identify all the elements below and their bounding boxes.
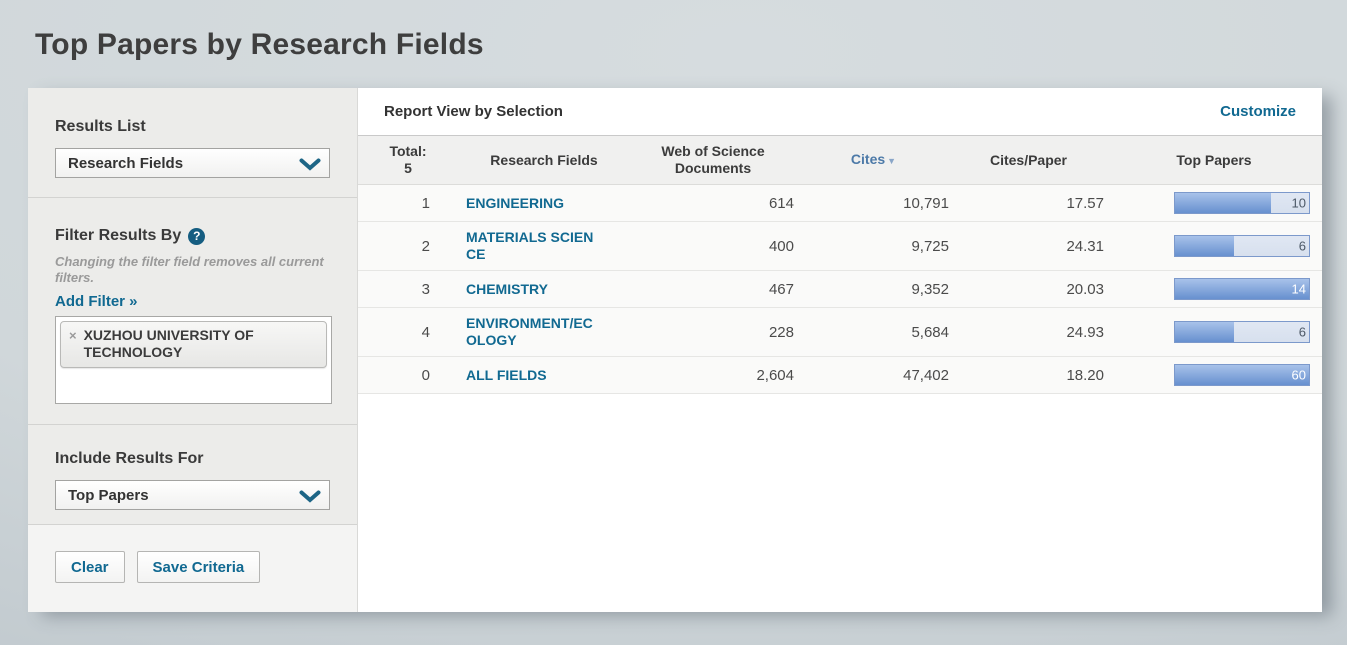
table-row: 3 CHEMISTRY 467 9,352 20.03 14: [358, 270, 1322, 308]
row-cites: 5,684: [796, 307, 951, 357]
research-field-link[interactable]: CHEMISTRY: [466, 280, 548, 297]
filter-section: Filter Results By ? Changing the filter …: [28, 197, 357, 424]
page-title: Top Papers by Research Fields: [35, 28, 484, 61]
research-field-link[interactable]: ENGINEERING: [466, 194, 565, 211]
sidebar-actions-section: Clear Save Criteria: [28, 524, 357, 612]
row-cites-per-paper: 24.93: [951, 307, 1106, 357]
filter-chip-label: XUZHOU UNIVERSITY OF TECHNOLOGY: [83, 327, 254, 360]
help-icon[interactable]: ?: [188, 227, 206, 245]
top-papers-bar: 10: [1174, 192, 1310, 214]
top-papers-bar: 6: [1174, 321, 1310, 343]
row-cites-per-paper: 17.57: [951, 184, 1106, 222]
research-field-link[interactable]: ALL FIELDS: [466, 366, 547, 383]
save-criteria-button[interactable]: Save Criteria: [136, 551, 261, 583]
results-list-select[interactable]: Research Fields: [55, 148, 330, 178]
results-list-label: Results List: [55, 118, 146, 135]
row-documents: 2,604: [630, 356, 796, 394]
report-panel-header: Report View by Selection Customize: [358, 88, 1322, 135]
top-papers-bar-fill: [1175, 193, 1272, 213]
row-rank: 1: [358, 184, 458, 222]
table-header-row: Total: 5 Research Fields Web of Science …: [358, 135, 1322, 185]
filter-chip: × XUZHOU UNIVERSITY OF TECHNOLOGY: [60, 321, 327, 368]
row-cites-per-paper: 24.31: [951, 221, 1106, 271]
chevron-down-icon: [299, 158, 321, 171]
table-row: 2 MATERIALS SCIENCE 400 9,725 24.31 6: [358, 221, 1322, 271]
table-row: 0 ALL FIELDS 2,604 47,402 18.20 60: [358, 356, 1322, 394]
row-rank: 0: [358, 356, 458, 394]
sidebar: Results List Research Fields Filter Resu…: [28, 88, 358, 612]
row-cites: 10,791: [796, 184, 951, 222]
top-papers-value: 6: [1298, 324, 1306, 340]
top-papers-bar-fill: [1175, 322, 1234, 342]
sort-desc-icon: ▼: [887, 155, 897, 166]
col-total: Total: 5: [358, 135, 458, 185]
top-papers-bar-fill: [1175, 279, 1309, 299]
include-results-select[interactable]: Top Papers: [55, 480, 330, 510]
row-rank: 2: [358, 221, 458, 271]
table-row: 4 ENVIRONMENT/ECOLOGY 228 5,684 24.93 6: [358, 307, 1322, 357]
row-documents: 467: [630, 270, 796, 308]
row-cites-per-paper: 20.03: [951, 270, 1106, 308]
row-cites: 9,725: [796, 221, 951, 271]
col-cites-per-paper[interactable]: Cites/Paper: [951, 135, 1106, 185]
results-list-section: Results List Research Fields: [28, 88, 357, 197]
top-papers-bar-fill: [1175, 365, 1309, 385]
research-field-link[interactable]: ENVIRONMENT/ECOLOGY: [466, 315, 593, 348]
top-papers-value: 60: [1291, 367, 1306, 383]
filter-heading: Filter Results By: [55, 227, 182, 244]
row-documents: 614: [630, 184, 796, 222]
top-papers-bar: 14: [1174, 278, 1310, 300]
report-table: Total: 5 Research Fields Web of Science …: [358, 135, 1322, 394]
row-cites-per-paper: 18.20: [951, 356, 1106, 394]
top-papers-bar: 60: [1174, 364, 1310, 386]
row-rank: 3: [358, 270, 458, 308]
chevron-down-icon: [299, 490, 321, 503]
row-documents: 400: [630, 221, 796, 271]
clear-button[interactable]: Clear: [55, 551, 125, 583]
add-filter-link[interactable]: Add Filter »: [55, 293, 138, 310]
row-cites: 9,352: [796, 270, 951, 308]
col-cites-sorted[interactable]: Cites ▼: [796, 135, 951, 185]
top-papers-bar: 6: [1174, 235, 1310, 257]
col-research-fields[interactable]: Research Fields: [458, 135, 630, 185]
top-papers-value: 10: [1291, 195, 1306, 211]
top-papers-value: 6: [1298, 238, 1306, 254]
include-results-section: Include Results For Top Papers: [28, 424, 357, 524]
results-list-selected-value: Research Fields: [68, 154, 184, 172]
table-row: 1 ENGINEERING 614 10,791 17.57 10: [358, 184, 1322, 222]
report-table-body: 1 ENGINEERING 614 10,791 17.57 10 2 MATE…: [358, 184, 1322, 394]
remove-filter-icon[interactable]: ×: [69, 328, 77, 343]
include-results-label: Include Results For: [55, 450, 204, 467]
filter-note: Changing the filter field removes all cu…: [55, 254, 324, 285]
report-view-title: Report View by Selection: [384, 103, 563, 120]
row-rank: 4: [358, 307, 458, 357]
col-wos-documents[interactable]: Web of Science Documents: [630, 135, 796, 185]
row-documents: 228: [630, 307, 796, 357]
report-panel: Report View by Selection Customize Total…: [358, 88, 1322, 612]
top-papers-value: 14: [1291, 281, 1306, 297]
row-cites: 47,402: [796, 356, 951, 394]
customize-link[interactable]: Customize: [1220, 103, 1296, 120]
top-papers-bar-fill: [1175, 236, 1234, 256]
include-results-selected-value: Top Papers: [68, 486, 149, 504]
active-filters-box: × XUZHOU UNIVERSITY OF TECHNOLOGY: [55, 316, 332, 404]
col-top-papers[interactable]: Top Papers: [1106, 135, 1322, 185]
research-field-link[interactable]: MATERIALS SCIENCE: [466, 229, 594, 262]
content-area: Results List Research Fields Filter Resu…: [28, 88, 1322, 612]
